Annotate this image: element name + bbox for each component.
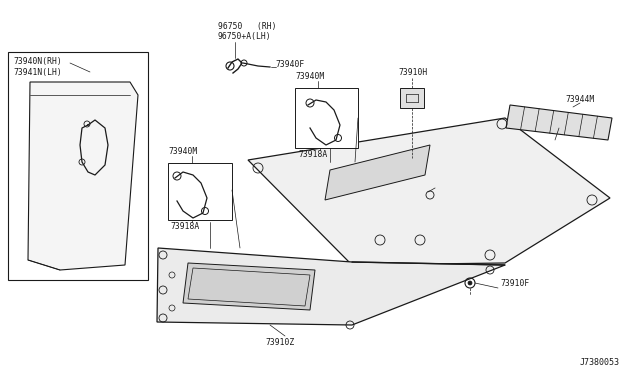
Text: 73940M: 73940M bbox=[295, 72, 324, 81]
Polygon shape bbox=[400, 88, 424, 108]
Text: 73940N(RH): 73940N(RH) bbox=[13, 57, 61, 66]
Polygon shape bbox=[248, 118, 610, 265]
Text: 73918A: 73918A bbox=[298, 150, 327, 159]
Text: 73944M: 73944M bbox=[565, 95, 595, 104]
Text: 73910H: 73910H bbox=[398, 68, 428, 77]
Text: 73941N(LH): 73941N(LH) bbox=[13, 68, 61, 77]
Text: 96750   (RH): 96750 (RH) bbox=[218, 22, 276, 31]
Text: 73910Z: 73910Z bbox=[265, 338, 294, 347]
Circle shape bbox=[468, 281, 472, 285]
Polygon shape bbox=[8, 52, 148, 280]
Polygon shape bbox=[325, 145, 430, 200]
Polygon shape bbox=[295, 88, 358, 148]
Text: 73940F: 73940F bbox=[275, 60, 304, 69]
Polygon shape bbox=[157, 248, 505, 325]
Text: 96750+A(LH): 96750+A(LH) bbox=[218, 32, 271, 41]
Text: 73940M: 73940M bbox=[168, 147, 197, 156]
Polygon shape bbox=[28, 82, 138, 270]
Text: J7380053: J7380053 bbox=[580, 358, 620, 367]
Polygon shape bbox=[506, 105, 612, 140]
Polygon shape bbox=[168, 163, 232, 220]
Text: 73918A: 73918A bbox=[170, 222, 199, 231]
Text: 73910F: 73910F bbox=[500, 279, 529, 288]
Polygon shape bbox=[183, 263, 315, 310]
